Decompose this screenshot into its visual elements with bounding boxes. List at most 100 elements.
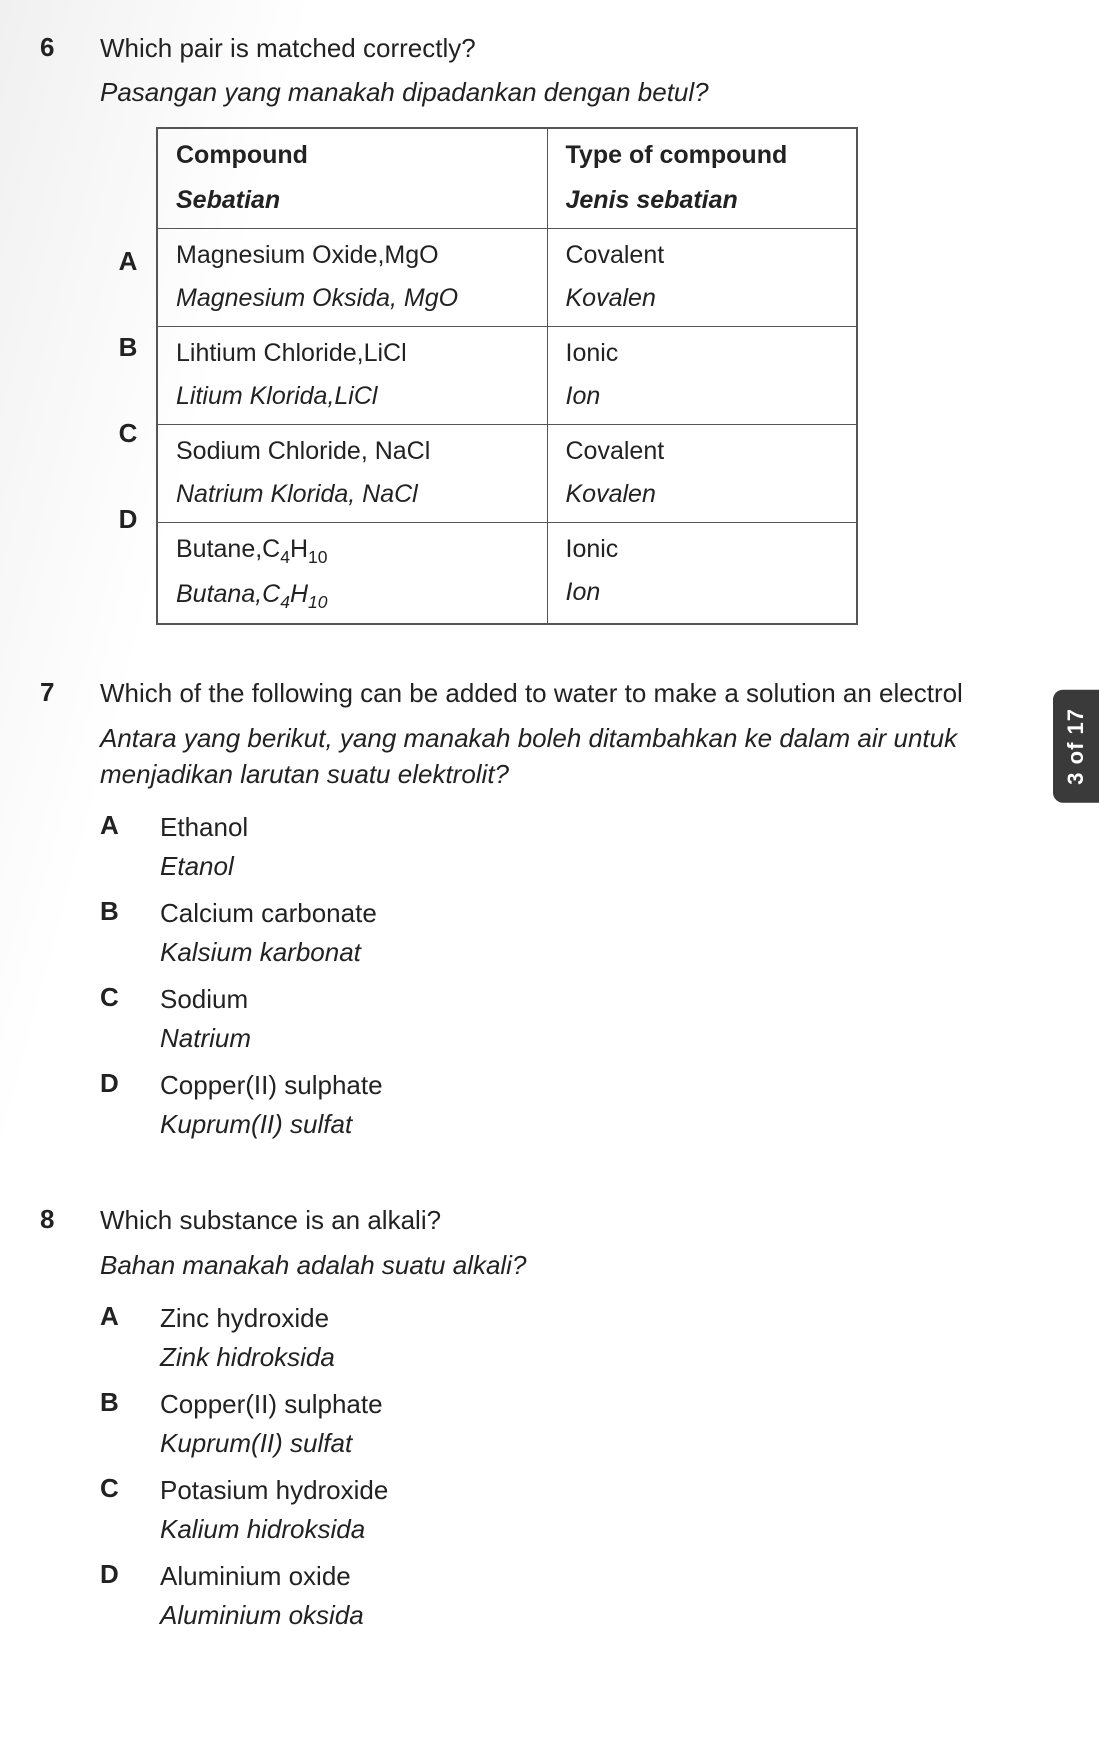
option-body: Copper(II) sulphate Kuprum(II) sulfat [160, 1385, 1059, 1463]
table-row: Magnesium Oxide,MgO Magnesium Oksida, Mg… [157, 228, 857, 326]
cell-type-d: Ionic Ion [547, 522, 857, 624]
row-label-c: C [100, 391, 156, 477]
question-number: 6 [40, 30, 100, 63]
option-a[interactable]: A Ethanol Etanol [100, 808, 1059, 886]
option-text-en: Sodium [160, 980, 1059, 1019]
question-number: 7 [40, 675, 100, 708]
compound-table: Compound Sebatian Type of compound Jenis… [156, 127, 858, 626]
option-body: Copper(II) sulphate Kuprum(II) sulfat [160, 1066, 1059, 1144]
cell-compound-c: Sodium Chloride, NaCl Natrium Klorida, N… [157, 424, 547, 522]
option-d[interactable]: D Copper(II) sulphate Kuprum(II) sulfat [100, 1066, 1059, 1144]
cell-compound-a: Magnesium Oxide,MgO Magnesium Oksida, Mg… [157, 228, 547, 326]
option-body: Sodium Natrium [160, 980, 1059, 1058]
option-text-en: Calcium carbonate [160, 894, 1059, 933]
option-letter: D [100, 1557, 160, 1590]
option-letter: A [100, 1299, 160, 1332]
table-header-row: Compound Sebatian Type of compound Jenis… [157, 128, 857, 229]
question-text-ms: Pasangan yang manakah dipadankan dengan … [100, 74, 1059, 110]
option-c[interactable]: C Potasium hydroxide Kalium hidroksida [100, 1471, 1059, 1549]
cell-en: Butane,C4H10 [176, 531, 529, 570]
cell-en: Covalent [566, 237, 839, 275]
question-text-en: Which pair is matched correctly? [100, 30, 1059, 66]
option-body: Zinc hydroxide Zink hidroksida [160, 1299, 1059, 1377]
option-body: Ethanol Etanol [160, 808, 1059, 886]
option-text-ms: Zink hidroksida [160, 1338, 1059, 1377]
question-body: Which of the following can be added to w… [100, 675, 1059, 1152]
option-text-ms: Kuprum(II) sulfat [160, 1424, 1059, 1463]
header-compound-en: Compound [176, 137, 529, 175]
cell-ms: Kovalen [566, 280, 839, 318]
cell-en: Ionic [566, 335, 839, 373]
option-text-ms: Natrium [160, 1019, 1059, 1058]
row-label-header-spacer [100, 127, 156, 219]
cell-ms: Kovalen [566, 476, 839, 514]
option-text-ms: Aluminium oksida [160, 1596, 1059, 1635]
cell-compound-d: Butane,C4H10 Butana,C4H10 [157, 522, 547, 624]
row-label-a: A [100, 219, 156, 305]
option-text-ms: Kalsium karbonat [160, 933, 1059, 972]
option-letter: B [100, 1385, 160, 1418]
row-label-d: D [100, 477, 156, 563]
cell-en: Covalent [566, 433, 839, 471]
options-list: A Ethanol Etanol B Calcium carbonate Kal… [100, 808, 1059, 1144]
question-text-en: Which of the following can be added to w… [100, 675, 1059, 711]
option-text-en: Zinc hydroxide [160, 1299, 1059, 1338]
table-with-labels: A B C D Compound Sebatian Type of compou… [100, 127, 1059, 626]
exam-page: 6 Which pair is matched correctly? Pasan… [0, 0, 1099, 1754]
option-text-ms: Kalium hidroksida [160, 1510, 1059, 1549]
option-text-en: Copper(II) sulphate [160, 1385, 1059, 1424]
question-7: 7 Which of the following can be added to… [40, 675, 1059, 1152]
cell-compound-b: Lihtium Chloride,LiCl Litium Klorida,LiC… [157, 326, 547, 424]
header-type-ms: Jenis sebatian [566, 182, 839, 220]
cell-en: Ionic [566, 531, 839, 569]
option-b[interactable]: B Calcium carbonate Kalsium karbonat [100, 894, 1059, 972]
option-body: Potasium hydroxide Kalium hidroksida [160, 1471, 1059, 1549]
question-text-en: Which substance is an alkali? [100, 1202, 1059, 1238]
option-letter: B [100, 894, 160, 927]
cell-en: Sodium Chloride, NaCl [176, 433, 529, 471]
cell-type-c: Covalent Kovalen [547, 424, 857, 522]
cell-ms: Butana,C4H10 [176, 576, 529, 615]
question-number: 8 [40, 1202, 100, 1235]
option-text-en: Copper(II) sulphate [160, 1066, 1059, 1105]
cell-ms: Natrium Klorida, NaCl [176, 476, 529, 514]
options-list: A Zinc hydroxide Zink hidroksida B Coppe… [100, 1299, 1059, 1635]
option-c[interactable]: C Sodium Natrium [100, 980, 1059, 1058]
question-body: Which substance is an alkali? Bahan mana… [100, 1202, 1059, 1643]
cell-en: Magnesium Oxide,MgO [176, 237, 529, 275]
question-text-ms: Bahan manakah adalah suatu alkali? [100, 1247, 1059, 1283]
page-indicator-badge: 3 of 17 [1053, 690, 1099, 803]
row-label-b: B [100, 305, 156, 391]
row-labels-column: A B C D [100, 127, 156, 626]
cell-type-a: Covalent Kovalen [547, 228, 857, 326]
question-8: 8 Which substance is an alkali? Bahan ma… [40, 1202, 1059, 1643]
option-text-en: Aluminium oxide [160, 1557, 1059, 1596]
header-compound: Compound Sebatian [157, 128, 547, 229]
option-b[interactable]: B Copper(II) sulphate Kuprum(II) sulfat [100, 1385, 1059, 1463]
option-text-ms: Kuprum(II) sulfat [160, 1105, 1059, 1144]
table-row: Sodium Chloride, NaCl Natrium Klorida, N… [157, 424, 857, 522]
option-body: Calcium carbonate Kalsium karbonat [160, 894, 1059, 972]
question-6: 6 Which pair is matched correctly? Pasan… [40, 30, 1059, 625]
header-type-en: Type of compound [566, 137, 839, 175]
option-body: Aluminium oxide Aluminium oksida [160, 1557, 1059, 1635]
option-d[interactable]: D Aluminium oxide Aluminium oksida [100, 1557, 1059, 1635]
cell-ms: Ion [566, 378, 839, 416]
table-row: Lihtium Chloride,LiCl Litium Klorida,LiC… [157, 326, 857, 424]
option-letter: C [100, 1471, 160, 1504]
option-text-en: Ethanol [160, 808, 1059, 847]
cell-ms: Magnesium Oksida, MgO [176, 280, 529, 318]
option-text-ms: Etanol [160, 847, 1059, 886]
question-body: Which pair is matched correctly? Pasanga… [100, 30, 1059, 625]
cell-ms: Ion [566, 574, 839, 612]
option-letter: A [100, 808, 160, 841]
option-letter: D [100, 1066, 160, 1099]
option-letter: C [100, 980, 160, 1013]
cell-en: Lihtium Chloride,LiCl [176, 335, 529, 373]
option-a[interactable]: A Zinc hydroxide Zink hidroksida [100, 1299, 1059, 1377]
cell-type-b: Ionic Ion [547, 326, 857, 424]
option-text-en: Potasium hydroxide [160, 1471, 1059, 1510]
header-compound-ms: Sebatian [176, 182, 529, 220]
header-type: Type of compound Jenis sebatian [547, 128, 857, 229]
table-row: Butane,C4H10 Butana,C4H10 Ionic Ion [157, 522, 857, 624]
